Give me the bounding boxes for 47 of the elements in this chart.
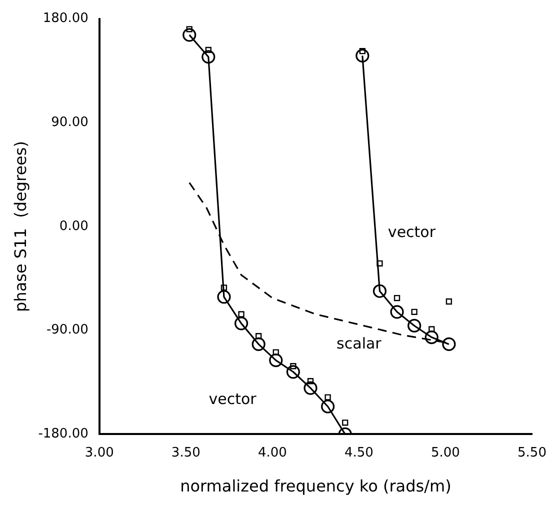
point [411,308,418,315]
point [442,337,456,351]
point [324,394,331,400]
point [205,46,212,54]
x-tick-label: 5.50 [518,445,546,460]
point [272,349,279,356]
point [428,326,435,332]
y-tick-label: 180.00 [42,11,88,26]
point [321,400,335,414]
y-tick-label: 90.00 [51,115,88,130]
point [408,318,422,333]
series-label: vector [208,390,258,408]
point [234,316,248,330]
point [394,294,400,302]
point [290,363,296,370]
y-tick-label: -90.00 [46,322,88,338]
series-label: vector [388,223,436,242]
y-axis-title: phase S11 (degrees) [10,141,30,312]
point [446,298,452,305]
point [342,420,348,426]
point [182,28,196,42]
point [220,284,228,291]
point [376,260,383,266]
point [424,330,438,344]
point [217,290,231,304]
series-label: scalar [336,334,382,352]
point [304,381,318,395]
point [356,48,370,63]
point [256,333,262,340]
y-tick-label: -180.00 [38,426,88,442]
point [372,284,387,298]
point [186,26,192,32]
x-axis-title: normalized frequency ko (rads/m) [180,476,452,496]
x-tick-label: 4.50 [344,445,374,460]
point [286,365,300,379]
point [359,48,366,54]
point [307,378,314,384]
x-tick-label: 3.50 [171,445,200,460]
point [269,354,283,368]
y-tick-label: 0.00 [59,218,88,234]
point [252,337,266,351]
x-tick-label: 5.00 [431,445,460,460]
point [238,311,244,318]
x-tick-label: 4.00 [258,445,287,460]
point [390,305,404,319]
point [202,50,216,64]
x-tick-label: 3.00 [84,445,114,460]
